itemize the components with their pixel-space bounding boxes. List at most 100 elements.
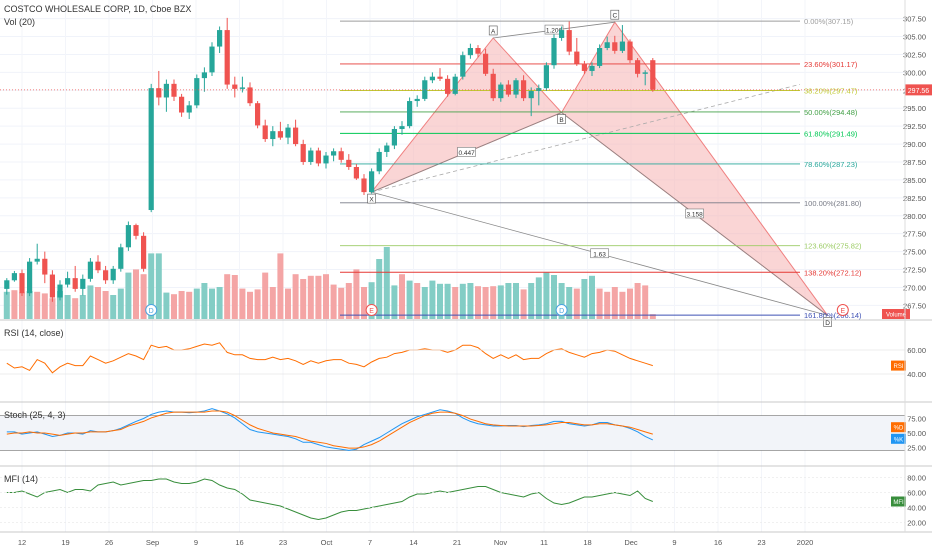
harmonic-ratio-label: 1.206 <box>546 28 563 35</box>
candle-body <box>217 30 223 47</box>
volume-bar <box>505 283 512 319</box>
candle-body <box>619 41 625 51</box>
harmonic-point-box <box>823 317 832 327</box>
harmonic-point-label: X <box>369 197 374 204</box>
candle-body <box>247 87 253 104</box>
time-axis-label: 16 <box>714 538 722 547</box>
price-axis-label: 267.50 <box>903 301 926 310</box>
candle-body <box>300 144 306 162</box>
volume-bar <box>231 275 238 319</box>
candle-body <box>156 88 162 98</box>
candle-body <box>612 42 618 51</box>
volume-bar <box>34 291 41 319</box>
price-axis-label: 282.50 <box>903 194 926 203</box>
volume-bar <box>247 291 253 319</box>
price-axis-label: 280.00 <box>903 212 926 221</box>
volume-bar <box>444 283 451 319</box>
volume-bar <box>102 291 109 319</box>
volume-bar <box>558 283 565 319</box>
candle-body <box>232 84 238 89</box>
candle-body <box>308 150 314 162</box>
candle-body <box>209 46 215 73</box>
time-axis-label: Dec <box>624 538 638 547</box>
candle-body <box>414 98 420 102</box>
candle-body <box>148 88 154 211</box>
volume-bar <box>467 283 474 319</box>
harmonic-ratio-label: 3.158 <box>686 211 703 218</box>
time-axis-label: 16 <box>235 538 243 547</box>
volume-bar <box>125 272 132 319</box>
volume-bar <box>437 283 443 319</box>
stoch-d-tag <box>891 422 906 433</box>
volume-bar <box>353 269 360 319</box>
event-marker-label: E <box>840 308 845 315</box>
volume-bar <box>178 291 185 319</box>
mfi-axis-label: 60.00 <box>907 489 926 498</box>
time-axis-label: Oct <box>321 538 334 547</box>
candle-body <box>361 178 367 193</box>
fib-level-label: 78.60%(287.23) <box>804 160 858 169</box>
candle-body <box>346 159 352 168</box>
candle-body <box>201 72 207 79</box>
volume-bar <box>535 277 542 319</box>
volume-bar <box>475 286 481 319</box>
volume-bar <box>285 288 291 319</box>
candle-body <box>604 42 610 48</box>
volume-bar <box>611 287 618 319</box>
volume-bar <box>277 253 284 319</box>
harmonic-point-box <box>488 25 498 36</box>
candle-body <box>642 72 648 74</box>
stoch-axis-label: 75.00 <box>907 415 926 424</box>
fib-level-label: 161.80%(266.14) <box>804 311 862 320</box>
harmonic-ratio-box <box>685 208 704 219</box>
candle-body <box>285 127 291 138</box>
event-marker-label: E <box>369 308 374 315</box>
fib-level-label: 138.20%(272.12) <box>804 268 862 277</box>
price-axis-label: 307.50 <box>903 15 926 24</box>
candle-body <box>293 127 299 145</box>
volume-bar <box>148 253 155 319</box>
time-axis-label: 9 <box>194 538 198 547</box>
time-axis-label: 12 <box>18 538 26 547</box>
volume-bar <box>26 291 33 319</box>
rsi-pane-title: RSI (14, close) <box>4 328 64 338</box>
mfi-value-tag <box>891 496 906 507</box>
volume-bar <box>186 291 193 319</box>
volume-bar <box>368 282 375 319</box>
candle-body <box>597 47 603 66</box>
candle-body <box>391 129 397 146</box>
candle-body <box>277 131 283 138</box>
volume-bar <box>11 290 18 319</box>
price-axis-label: 272.50 <box>903 266 926 275</box>
volume-bar <box>3 291 10 319</box>
candle-body <box>315 150 321 164</box>
time-axis-label: 19 <box>61 538 69 547</box>
trend-line <box>371 83 801 193</box>
volume-bar <box>201 283 208 319</box>
event-marker <box>365 304 378 316</box>
volume-axis-label: Volume <box>886 313 907 319</box>
harmonic-point-label: C <box>612 13 617 20</box>
candle-body <box>141 235 147 269</box>
harmonic-point-label: D <box>825 320 830 327</box>
price-axis-label: 285.00 <box>903 176 926 185</box>
rsi-axis-label: 40.00 <box>907 370 926 379</box>
price-axis-label: 275.00 <box>903 248 926 257</box>
candle-body <box>118 247 124 269</box>
rsi-value-tag <box>891 360 906 371</box>
volume-bar <box>262 272 269 319</box>
volume-bar <box>581 279 588 319</box>
volume-bar <box>459 283 466 319</box>
harmonic-ratio-box <box>457 147 476 157</box>
candle-body <box>551 37 557 66</box>
harmonic-ratio-label: 1.63 <box>593 251 606 258</box>
candle-body <box>498 84 504 99</box>
stoch-d-label: %D <box>894 426 904 432</box>
price-axis-label: 290.00 <box>903 140 926 149</box>
time-axis-label: Nov <box>494 538 508 547</box>
volume-bar <box>528 283 535 319</box>
price-axis-label: 302.50 <box>903 50 926 59</box>
volume-bar <box>589 275 595 319</box>
candle-body <box>27 261 33 294</box>
